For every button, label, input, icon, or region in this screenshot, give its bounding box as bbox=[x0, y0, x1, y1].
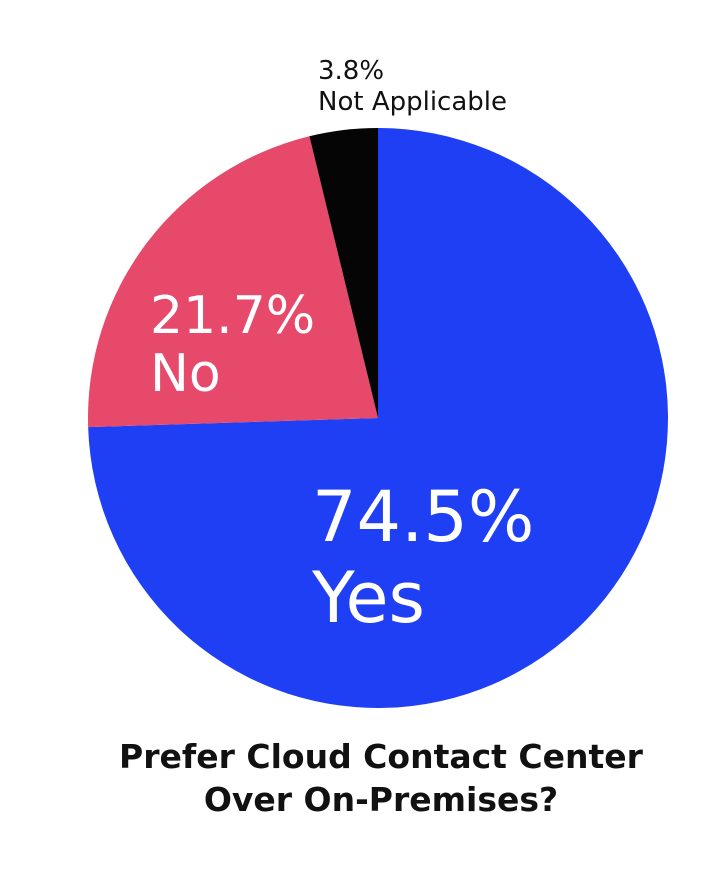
chart-title-line-2: Over On-Premises? bbox=[204, 780, 558, 819]
not-applicable-label: 3.8% Not Applicable bbox=[318, 56, 507, 117]
not-applicable-slice bbox=[309, 128, 378, 418]
pie-slices bbox=[87, 128, 668, 708]
not-applicable-value-label: 3.8% bbox=[318, 56, 384, 86]
no-category-label: No bbox=[150, 344, 221, 404]
yes-label: 74.5% Yes bbox=[311, 476, 534, 639]
chart-title-line-1: Prefer Cloud Contact Center bbox=[119, 737, 644, 776]
yes-slice bbox=[88, 128, 668, 708]
chart-title: Prefer Cloud Contact Center Over On-Prem… bbox=[119, 737, 644, 819]
no-value-label: 21.7% bbox=[150, 286, 315, 346]
not-applicable-category-label: Not Applicable bbox=[318, 87, 507, 117]
yes-category-label: Yes bbox=[311, 557, 425, 639]
no-slice bbox=[87, 136, 378, 428]
yes-value-label: 74.5% bbox=[312, 476, 534, 558]
no-label: 21.7% No bbox=[150, 286, 315, 404]
